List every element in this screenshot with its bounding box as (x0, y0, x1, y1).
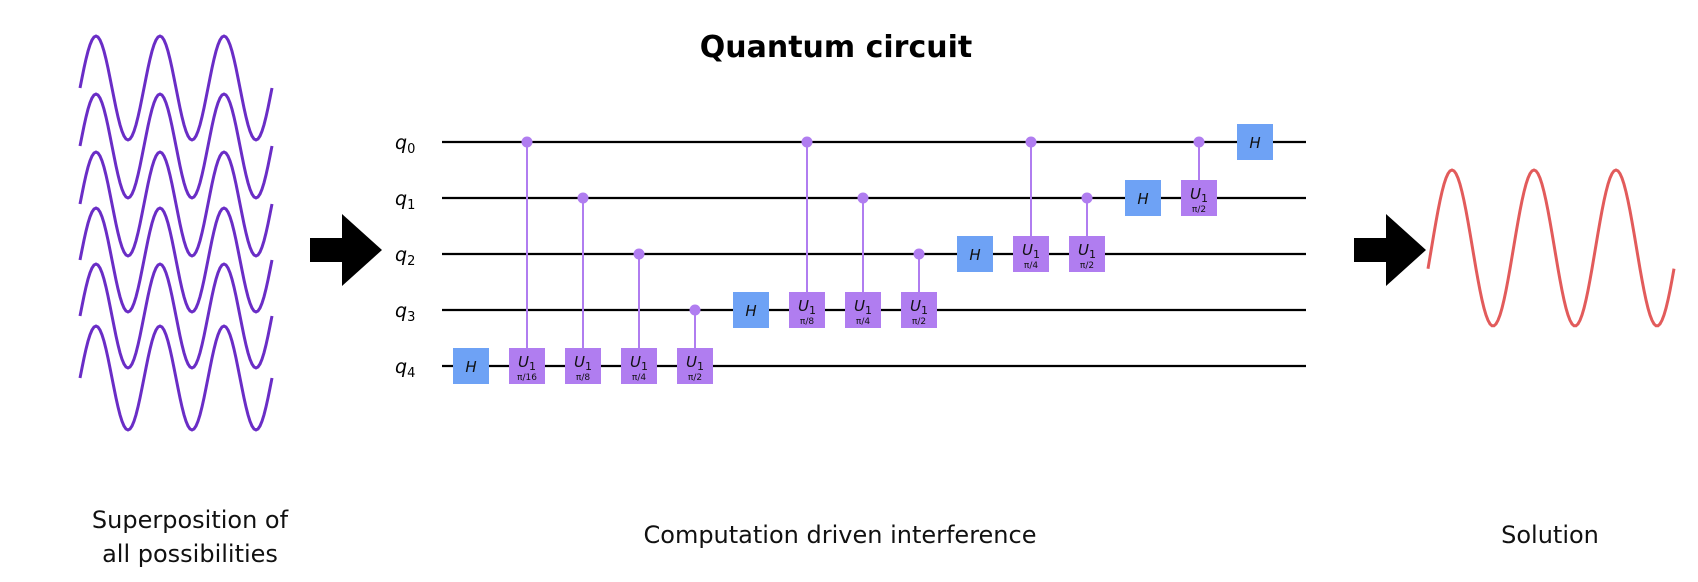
controlled-u1-gate: U1π/8 (565, 192, 601, 384)
controlled-u1-gate: U1π/2 (677, 304, 713, 384)
solution-wave-line (1426, 168, 1676, 328)
caption-superposition: Superposition of all possibilities (40, 503, 340, 571)
superposition-wave (78, 206, 274, 314)
superposition-wave (78, 34, 274, 142)
hadamard-gate: H (453, 348, 489, 384)
qubit-label-0: q0 (395, 132, 415, 157)
u1-gate-box (1013, 236, 1049, 272)
solution-wave (1426, 168, 1676, 328)
gate-parameter: π/8 (576, 373, 590, 383)
h-gate-box (733, 292, 769, 328)
h-gate-label: H (1137, 190, 1148, 208)
caption-solution: Solution (1501, 521, 1599, 549)
h-gate-box (1237, 124, 1273, 160)
qubit-label-2: q2 (395, 244, 415, 269)
control-dot (801, 136, 813, 148)
gate-parameter: π/2 (1192, 205, 1206, 215)
h-gate-label: H (465, 358, 476, 376)
controlled-u1-gate: U1π/4 (1013, 136, 1049, 272)
gate-parameter: π/4 (632, 373, 646, 383)
control-dot (1193, 136, 1205, 148)
superposition-wave (78, 262, 274, 370)
superposition-wave (78, 324, 274, 432)
quantum-circuit: q0 q1 q2 q3 q4 H U1π/16 U1π/8 U1π/4 U1π/2 H U1π/8 U1… (395, 124, 1306, 384)
caption-superposition-line1: Superposition of (91, 506, 289, 534)
caption-interference: Computation driven interference (643, 521, 1037, 549)
h-gate-box (1125, 180, 1161, 216)
hadamard-gate: H (1125, 180, 1161, 216)
gate-parameter: π/2 (688, 373, 702, 383)
u1-gate-box (901, 292, 937, 328)
flow-arrows (310, 214, 1426, 286)
controlled-u1-gate: U1π/4 (621, 248, 657, 384)
u1-gate-box (621, 348, 657, 384)
superposition-wave (78, 92, 274, 200)
control-dot (913, 248, 925, 260)
controlled-u1-gate: U1π/4 (845, 192, 881, 328)
qubit-label-1: q1 (395, 188, 415, 213)
control-dot (577, 192, 589, 204)
control-dot (857, 192, 869, 204)
controlled-u1-gate: U1π/2 (1069, 192, 1105, 272)
right-arrow-icon (310, 214, 382, 286)
right-arrow-icon (1354, 214, 1426, 286)
control-dot (689, 304, 701, 316)
hadamard-gate: H (957, 236, 993, 272)
h-gate-label: H (745, 302, 756, 320)
superposition-wave (78, 150, 274, 258)
h-gate-label: H (1249, 134, 1260, 152)
u1-gate-box (845, 292, 881, 328)
u1-gate-box (1181, 180, 1217, 216)
h-gate-label: H (969, 246, 980, 264)
gate-parameter: π/8 (800, 317, 814, 327)
u1-gate-box (1069, 236, 1105, 272)
controlled-u1-gate: U1π/2 (1181, 136, 1217, 216)
qubit-label-3: q3 (395, 300, 415, 325)
control-dot (521, 136, 533, 148)
gate-parameter: π/16 (517, 373, 537, 383)
h-gate-box (957, 236, 993, 272)
control-dot (1081, 192, 1093, 204)
h-gate-box (453, 348, 489, 384)
gate-parameter: π/4 (1024, 261, 1038, 271)
superposition-waves (78, 34, 274, 432)
circuit-title: Quantum circuit (699, 30, 973, 65)
qubit-label-4: q4 (395, 356, 415, 381)
control-dot (1025, 136, 1037, 148)
gate-parameter: π/2 (1080, 261, 1094, 271)
hadamard-gate: H (733, 292, 769, 328)
u1-gate-box (509, 348, 545, 384)
caption-superposition-line2: all possibilities (102, 540, 278, 568)
u1-gate-box (677, 348, 713, 384)
gate-parameter: π/2 (912, 317, 926, 327)
controlled-u1-gate: U1π/8 (789, 136, 825, 328)
controlled-u1-gate: U1π/16 (509, 136, 545, 384)
u1-gate-box (789, 292, 825, 328)
u1-gate-box (565, 348, 601, 384)
controlled-u1-gate: U1π/2 (901, 248, 937, 328)
gate-parameter: π/4 (856, 317, 870, 327)
control-dot (633, 248, 645, 260)
hadamard-gate: H (1237, 124, 1273, 160)
